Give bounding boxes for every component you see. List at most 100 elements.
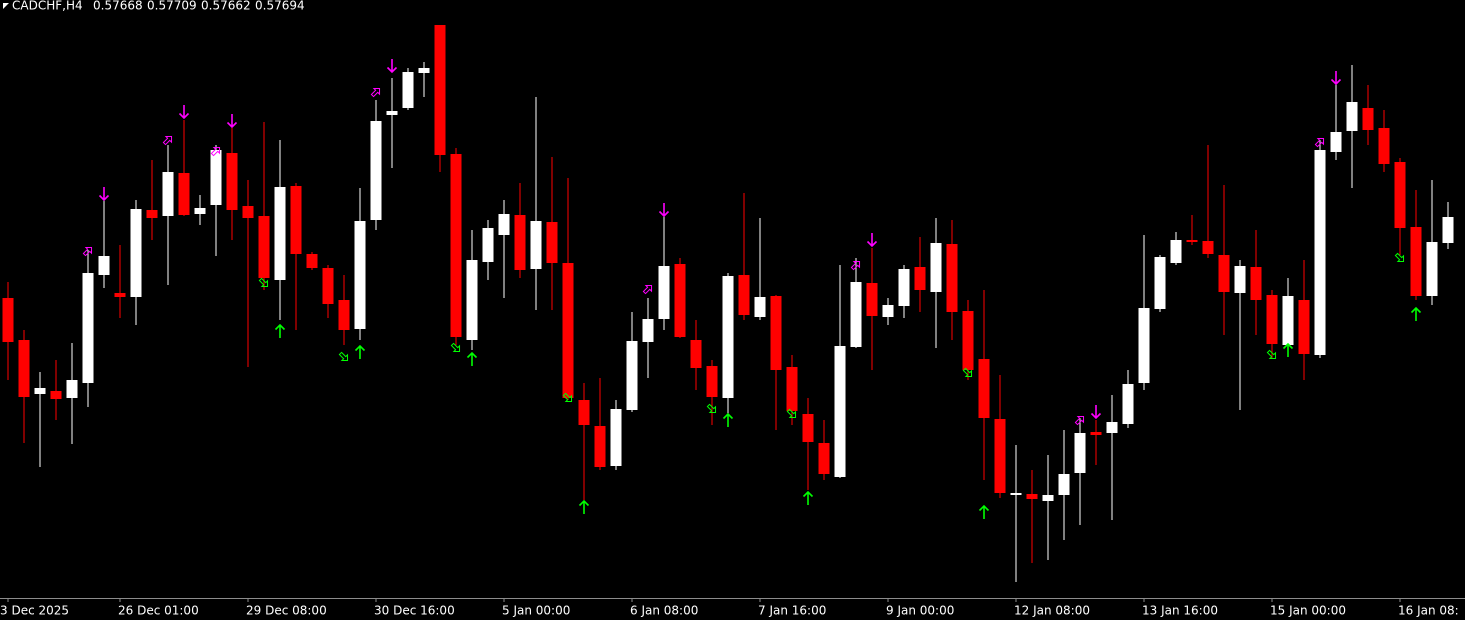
signal-hollow-up: [82, 246, 93, 257]
x-tick-label: 6 Jan 08:00: [630, 604, 698, 618]
candle-body: [898, 269, 910, 306]
candle-body: [930, 243, 942, 292]
x-tick-label: 13 Jan 16:00: [1142, 604, 1218, 618]
signal-hollow-up: [210, 146, 221, 157]
signal-hollow-up: [162, 135, 173, 146]
candle-body: [354, 221, 366, 329]
candle-body: [658, 266, 670, 319]
candle-body: [1074, 433, 1086, 473]
signal-arrow-down: [1090, 405, 1102, 420]
candle-body: [178, 173, 190, 215]
candle-body: [1138, 308, 1150, 383]
candle-body: [722, 276, 734, 398]
candle-body: [1378, 128, 1390, 164]
candle-body: [914, 267, 926, 290]
candle-body: [1282, 296, 1294, 345]
candle-body: [114, 293, 126, 297]
candle-body: [882, 305, 894, 317]
candle-body: [466, 260, 478, 340]
candle-body: [50, 391, 62, 399]
candle-body: [498, 214, 510, 235]
candle-body: [1010, 493, 1022, 495]
candle-body: [1058, 474, 1070, 495]
x-tick-label: 12 Jan 08:00: [1014, 604, 1090, 618]
candle-body: [418, 68, 430, 73]
candle-body: [242, 206, 254, 218]
x-tick-label: 7 Jan 16:00: [758, 604, 826, 618]
high-price: 0.57709: [147, 0, 197, 13]
candle-body: [130, 209, 142, 297]
candle-body: [306, 254, 318, 268]
candle-body: [386, 111, 398, 115]
candle-body: [1202, 241, 1214, 254]
candle-body: [530, 221, 542, 269]
candle-body: [82, 273, 94, 383]
candle-body: [754, 297, 766, 317]
candle-body: [450, 154, 462, 337]
candle-body: [274, 187, 286, 280]
signal-hollow-up: [642, 284, 653, 295]
candle-body: [1170, 240, 1182, 263]
signal-arrow-down: [98, 187, 110, 202]
x-tick-label: 29 Dec 08:00: [246, 604, 327, 618]
signal-hollow-down: [1266, 349, 1277, 360]
candle-body: [818, 443, 830, 474]
candle-body: [1106, 422, 1118, 433]
signal-arrow-up: [802, 490, 814, 505]
signal-arrow-down: [866, 233, 878, 248]
signal-hollow-up: [850, 260, 861, 271]
candle-body: [626, 341, 638, 410]
candle-body: [1410, 227, 1422, 296]
x-tick-label: 5 Jan 00:00: [502, 604, 570, 618]
signal-hollow-up: [1314, 137, 1325, 148]
candle-body: [946, 244, 958, 312]
signal-arrow-down: [178, 105, 190, 120]
candle-body: [1426, 242, 1438, 296]
x-tick-label: 16 Jan 08:: [1398, 604, 1459, 618]
candle-body: [322, 268, 334, 304]
candle-body: [786, 367, 798, 411]
signal-hollow-up: [1074, 415, 1085, 426]
menu-triangle[interactable]: [3, 3, 9, 9]
signal-arrow-down: [386, 59, 398, 74]
candle-body: [802, 414, 814, 442]
candle-body: [1250, 267, 1262, 300]
x-tick-label: 9 Jan 00:00: [886, 604, 954, 618]
candle-body: [1266, 295, 1278, 344]
candle-body: [210, 150, 222, 205]
candle-body: [546, 222, 558, 263]
candle-body: [770, 296, 782, 370]
candle-body: [866, 283, 878, 316]
candle-body: [1026, 494, 1038, 499]
signal-hollow-down: [706, 403, 717, 414]
candle-body: [850, 282, 862, 347]
candle-body: [290, 186, 302, 254]
candle-body: [226, 153, 238, 210]
signal-arrow-down: [658, 203, 670, 218]
candle-body: [674, 264, 686, 337]
candle-body: [370, 121, 382, 220]
candle-body: [1346, 102, 1358, 131]
signal-arrow-up: [466, 351, 478, 366]
candle-body: [194, 208, 206, 214]
x-tick-label: 30 Dec 16:00: [374, 604, 455, 618]
candle-body: [402, 72, 414, 108]
candle-body: [1122, 384, 1134, 424]
x-tick-label: 3 Dec 2025: [0, 604, 69, 618]
candle-body: [482, 228, 494, 262]
signal-arrow-up: [1282, 342, 1294, 357]
candle-body: [962, 311, 974, 370]
candle-body: [1186, 240, 1198, 242]
candle-body: [1234, 266, 1246, 293]
candle-body: [1314, 150, 1326, 355]
candle-body: [594, 426, 606, 467]
signal-hollow-down: [562, 392, 573, 403]
candle-body: [1394, 162, 1406, 228]
candle-body: [642, 319, 654, 342]
candle-body: [514, 215, 526, 270]
candle-body: [18, 340, 30, 397]
symbol-title: CADCHF,H4: [12, 0, 83, 13]
candle-body: [690, 340, 702, 368]
signal-arrow-up: [578, 499, 590, 514]
